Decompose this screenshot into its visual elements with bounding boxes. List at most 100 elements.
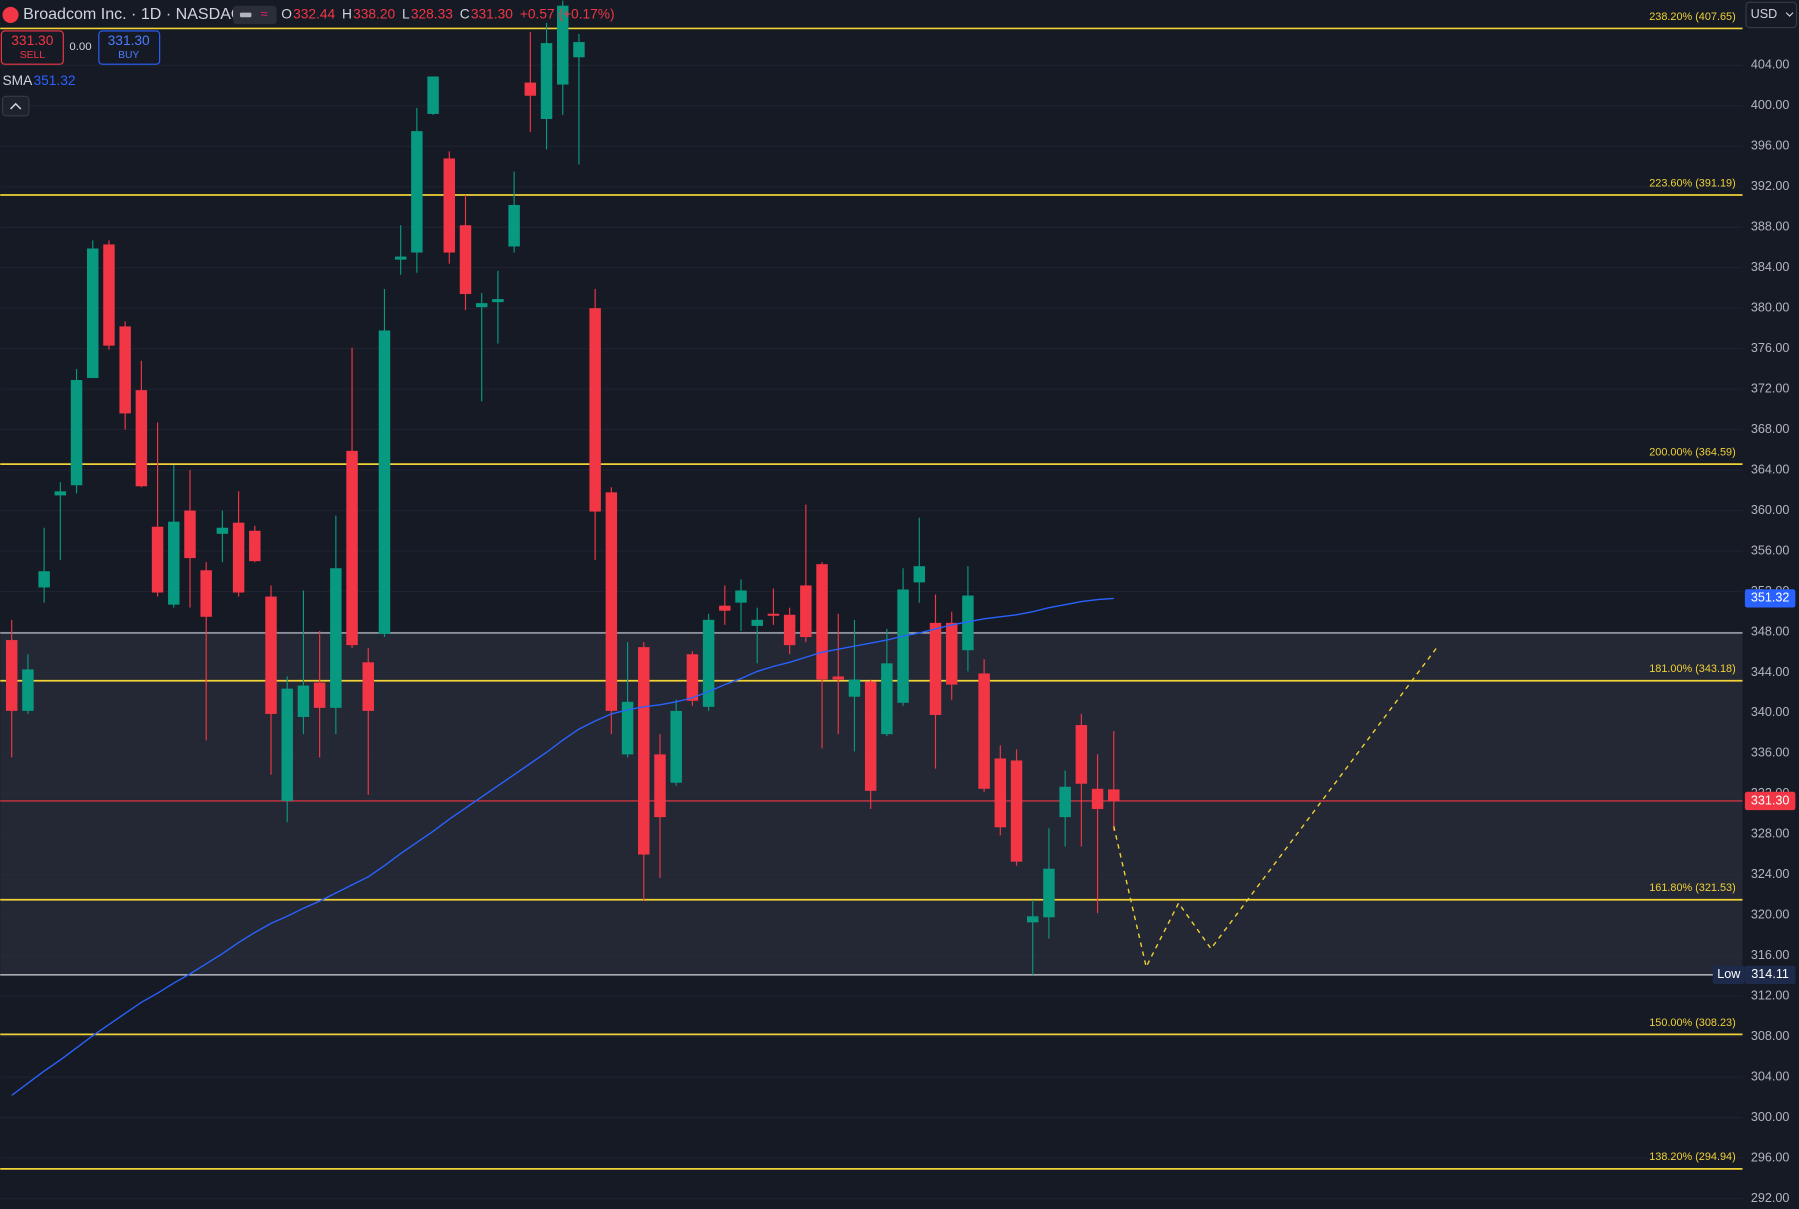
- low-tag-label: 314.11: [1751, 967, 1789, 981]
- sma-tag: [1744, 589, 1796, 608]
- collapse-button[interactable]: [1, 95, 30, 117]
- candle-body: [168, 521, 180, 605]
- y-tick-label: 372.00: [1751, 381, 1790, 395]
- candle-body: [459, 225, 472, 295]
- y-tick-label: 348.00: [1751, 624, 1790, 638]
- y-tick-label: 388.00: [1751, 220, 1790, 234]
- candle-body: [540, 43, 553, 119]
- icon: [239, 12, 252, 18]
- candle-body: [848, 679, 861, 697]
- y-tick-label: 360.00: [1751, 503, 1790, 517]
- ohlc-value: 338.20: [353, 7, 395, 22]
- logo: [2, 6, 19, 23]
- y-tick-label: 308.00: [1751, 1029, 1790, 1043]
- y-tick-label: 376.00: [1751, 341, 1790, 355]
- sell-button[interactable]: [0, 30, 64, 65]
- candle-body: [1010, 760, 1023, 862]
- sma-tag-label: 351.32: [1751, 591, 1790, 605]
- candle-body: [800, 585, 812, 638]
- candle-body: [135, 390, 148, 487]
- symbol-title[interactable]: Broadcom Inc. · 1D · NASDAQ: [23, 5, 243, 23]
- y-tick-label: 396.00: [1751, 139, 1790, 153]
- fib-label: 138.20% (294.94): [1649, 1151, 1735, 1163]
- candle-body: [151, 526, 164, 593]
- indicator-toggle[interactable]: [233, 5, 277, 25]
- candle-body: [719, 605, 731, 611]
- ohlc-key: H: [342, 7, 352, 22]
- candle-body: [1108, 789, 1120, 801]
- y-tick-label: 336.00: [1751, 746, 1790, 760]
- candle-body: [411, 131, 423, 253]
- last-price-tag-label: 331.30: [1751, 793, 1790, 807]
- ohlc-value: 331.30: [471, 7, 513, 22]
- candle-body: [394, 256, 407, 260]
- y-tick-label: 400.00: [1751, 98, 1790, 112]
- candle-body: [945, 622, 958, 685]
- y-tick-label: 328.00: [1751, 827, 1790, 841]
- y-tick-label: 320.00: [1751, 908, 1790, 922]
- dropdown-icon: [1785, 12, 1794, 17]
- candle-body: [929, 622, 942, 715]
- ohlc-key: O: [281, 7, 292, 22]
- candle-body: [475, 303, 488, 308]
- candle-body: [119, 326, 131, 414]
- candle-body: [1091, 788, 1104, 810]
- y-tick-label: 312.00: [1751, 989, 1790, 1003]
- y-tick-label: 344.00: [1751, 665, 1790, 679]
- ohlc-value: 332.44: [293, 7, 335, 22]
- candle-body: [881, 663, 893, 735]
- sell-label: SELL: [20, 50, 45, 61]
- sma-legend-value: 351.32: [33, 73, 75, 88]
- currency-button[interactable]: [1745, 1, 1798, 29]
- candle-body: [524, 82, 537, 96]
- candle-body: [605, 492, 618, 711]
- candle-body: [297, 685, 310, 717]
- fib-label: 200.00% (364.59): [1649, 447, 1735, 459]
- low-marker-box: [1712, 965, 1745, 985]
- candle-body: [767, 613, 780, 616]
- candle-body: [783, 614, 796, 646]
- buy-button[interactable]: [98, 30, 161, 65]
- y-tick-label: 356.00: [1751, 543, 1790, 557]
- candle-body: [654, 754, 666, 818]
- y-tick-label: 340.00: [1751, 705, 1790, 719]
- y-tick-label: 324.00: [1751, 867, 1790, 881]
- candle-body: [897, 589, 909, 703]
- candle-body: [378, 330, 391, 634]
- sma-legend-name[interactable]: SMA: [3, 73, 34, 88]
- candle-body: [864, 681, 877, 791]
- candle-body: [686, 654, 699, 701]
- fib-label: 181.00% (343.18): [1649, 663, 1735, 675]
- y-tick-label: 392.00: [1751, 179, 1790, 193]
- change: +0.57 (+0.17%): [520, 7, 615, 22]
- low-marker-label: Low: [1717, 967, 1741, 981]
- candle-body: [70, 380, 83, 486]
- candle-body: [816, 564, 828, 680]
- ohlc-value: 328.33: [411, 7, 453, 22]
- low-tag: [1744, 965, 1796, 985]
- ohlc-key: L: [402, 7, 410, 22]
- spread: 0.00: [69, 41, 91, 53]
- candle-body: [103, 244, 115, 346]
- candle-body: [54, 491, 67, 496]
- y-tick-label: 364.00: [1751, 462, 1790, 476]
- candle-body: [232, 522, 245, 593]
- y-tick-label: 404.00: [1751, 58, 1790, 72]
- candle-body: [913, 566, 926, 583]
- candle-body: [573, 42, 585, 58]
- candle-body: [427, 76, 439, 114]
- y-tick-label: 304.00: [1751, 1069, 1790, 1083]
- candle-body: [492, 299, 504, 303]
- currency: USD: [1751, 7, 1778, 21]
- candle-body: [670, 710, 682, 783]
- candle-body: [216, 527, 229, 534]
- candle-body: [1026, 916, 1039, 923]
- fib-label: 238.20% (407.65): [1649, 11, 1735, 23]
- y-tick-label: 296.00: [1751, 1150, 1790, 1164]
- candle-body: [621, 701, 634, 755]
- sell-price: 331.30: [11, 33, 53, 48]
- candle-body: [978, 673, 990, 789]
- candle-body: [443, 158, 456, 253]
